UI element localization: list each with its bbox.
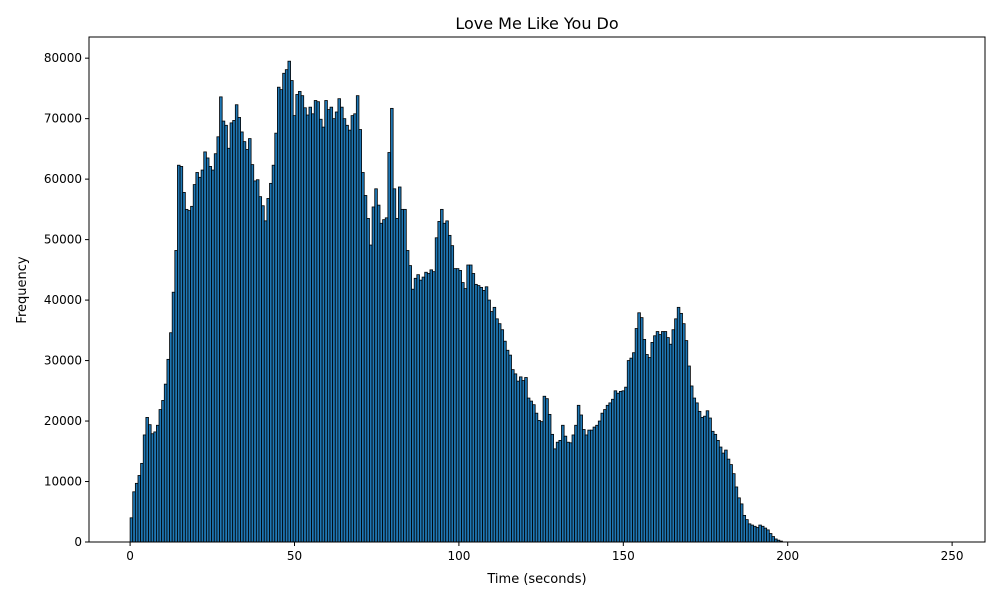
y-axis-label: Frequency [15, 256, 30, 323]
y-tick-label: 50000 [44, 233, 82, 247]
histogram-bar [611, 398, 615, 543]
histogram-bar [553, 448, 557, 543]
x-tick-label: 150 [612, 549, 635, 563]
y-tick-label: 0 [74, 535, 82, 549]
histogram-bar [208, 166, 213, 543]
histogram-bar [437, 221, 441, 543]
y-tick-label: 20000 [44, 414, 82, 428]
y-tick-label: 70000 [44, 112, 82, 126]
histogram-bar [724, 449, 728, 543]
chart-title: Love Me Like You Do [455, 14, 618, 33]
histogram-bar [266, 198, 270, 543]
plot-frame [88, 36, 986, 543]
x-tick-label: 200 [776, 549, 799, 563]
histogram-bar [324, 100, 328, 543]
x-tick-label: 250 [941, 549, 964, 563]
x-tick-label: 100 [447, 549, 470, 563]
y-tick-label: 30000 [44, 354, 82, 368]
histogram-bar [495, 318, 499, 543]
histogram-bar [150, 433, 155, 543]
y-tick-label: 80000 [44, 51, 82, 65]
histogram-bar [668, 343, 673, 543]
y-tick-label: 10000 [44, 475, 82, 489]
x-tick-label: 0 [126, 549, 134, 563]
y-tick-label: 60000 [44, 172, 82, 186]
x-axis-ticks: 0 50 100 150 200 250 [126, 542, 964, 563]
x-axis-label: Time (seconds) [486, 572, 586, 587]
x-tick-label: 50 [287, 549, 302, 563]
y-axis-ticks: 0 10000 20000 30000 40000 50000 60000 70000 8000… [44, 51, 89, 549]
y-tick-label: 40000 [44, 293, 82, 307]
histogram-bar [382, 219, 386, 543]
